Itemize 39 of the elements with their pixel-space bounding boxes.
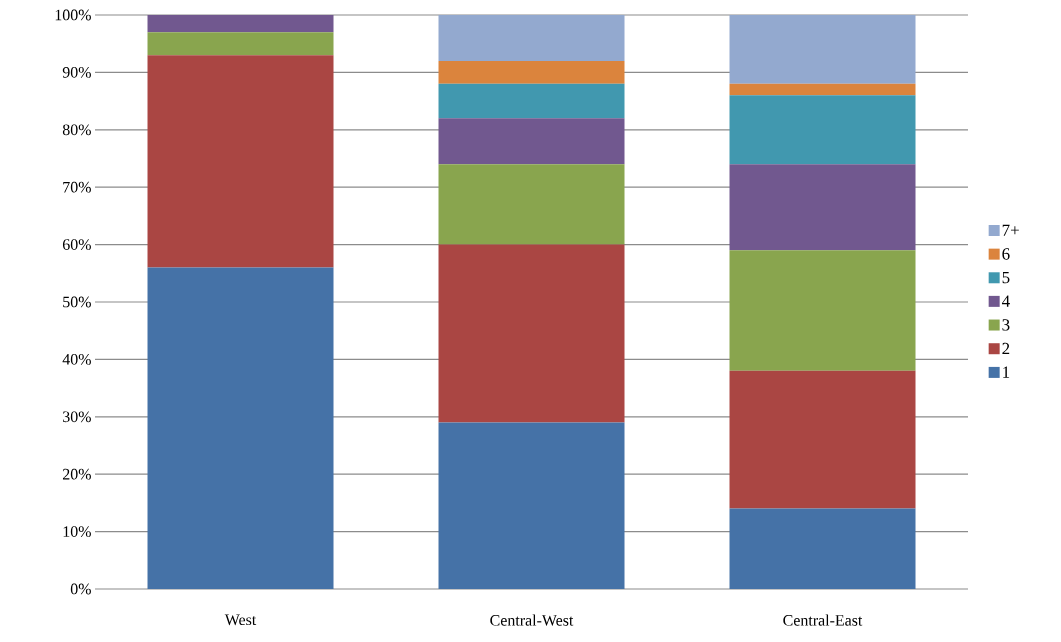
y-tick-label: 60% (62, 239, 91, 250)
bar (438, 83, 625, 119)
bar (729, 83, 916, 96)
y-tick-label: 10% (63, 526, 91, 537)
legend-label: 5 (1002, 271, 1010, 284)
bar (438, 118, 625, 165)
bar (438, 164, 625, 245)
x-tick-label: Central-East (783, 614, 863, 626)
y-tick-label: 30% (63, 411, 91, 423)
bar (147, 55, 334, 268)
x-tick-label: Central-West (490, 614, 574, 626)
legend-label: 6 (1002, 248, 1010, 260)
bar (438, 422, 625, 589)
x-tick-label: West (224, 614, 257, 626)
bar (729, 370, 916, 509)
legend-label: 7+ (1002, 224, 1019, 236)
bar (147, 32, 334, 56)
bar (729, 164, 916, 251)
y-tick-label: 80% (62, 124, 91, 136)
legend-label: 3 (1002, 319, 1010, 331)
legend-label: 1 (1003, 366, 1010, 378)
bar (729, 508, 916, 589)
bar (729, 250, 916, 371)
bar (729, 14, 916, 84)
y-tick-label: 40% (62, 353, 91, 365)
bar (438, 244, 625, 423)
y-tick-label: 0% (70, 583, 91, 595)
bar (438, 60, 625, 84)
y-tick-label: 50% (63, 296, 91, 308)
legend-label: 4 (1001, 295, 1010, 307)
y-tick-label: 90% (62, 66, 91, 78)
legend-label: 2 (1002, 342, 1010, 355)
bar (729, 95, 916, 165)
bar (438, 14, 625, 61)
y-tick-label: 70% (63, 181, 91, 193)
bar (147, 267, 334, 589)
y-tick-label: 20% (62, 468, 91, 480)
y-tick-label: 100% (55, 9, 91, 21)
bar (147, 14, 334, 33)
